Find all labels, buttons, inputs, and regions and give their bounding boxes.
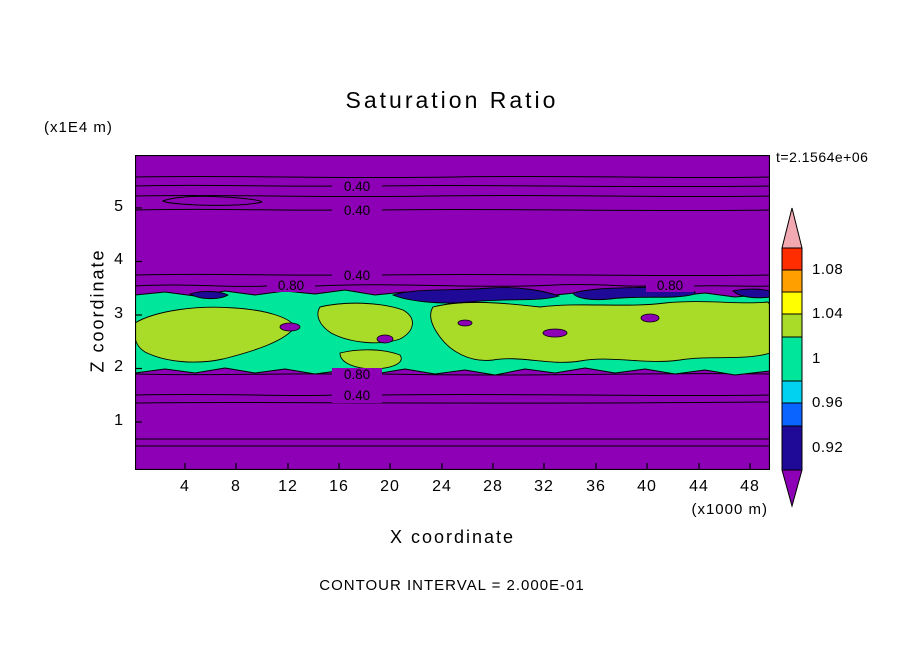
contour-label: 0.40 xyxy=(344,268,370,283)
colorbar-bottom-arrow xyxy=(782,470,802,506)
x-tick-label: 36 xyxy=(586,478,606,495)
purple-spots-in-band xyxy=(279,313,660,344)
y-tick-label: 1 xyxy=(114,412,124,429)
colorbar xyxy=(781,207,803,508)
colorbar-tick-label: 0.92 xyxy=(812,439,844,456)
x-tick-label: 32 xyxy=(534,478,554,495)
axis-ticks xyxy=(135,207,751,470)
x-tick-label: 40 xyxy=(637,478,657,495)
x-axis-tick-labels: 4 8 12 16 20 24 28 32 36 40 44 48 xyxy=(135,478,770,498)
contour-label: 0.80 xyxy=(657,278,683,293)
contour-label: 0.80 xyxy=(278,278,304,293)
y-tick-label: 4 xyxy=(114,251,124,268)
plot-frame xyxy=(135,155,770,470)
low-saturation-patches-navy xyxy=(188,285,770,304)
high-saturation-blobs-yellowgreen xyxy=(135,301,770,370)
y-axis-title: Z coordinate xyxy=(87,248,108,373)
x-tick-label: 24 xyxy=(432,478,452,495)
colorbar-tick-label: 1 xyxy=(812,350,821,367)
colorbar-tick-label: 1.04 xyxy=(812,305,844,322)
contour-value-labels: 0.40 0.40 0.40 0.80 0.80 0.80 0.40 xyxy=(267,179,694,403)
colorbar-dividers xyxy=(782,247,802,471)
contour-label: 0.40 xyxy=(344,179,370,194)
x-tick-label: 12 xyxy=(278,478,298,495)
colorbar-outline xyxy=(781,207,803,508)
contour-interval-label: CONTOUR INTERVAL = 2.000E-01 xyxy=(319,577,585,594)
x-axis-title: X coordinate xyxy=(389,527,516,547)
colorbar-top-arrow xyxy=(782,208,802,248)
contour-label: 0.80 xyxy=(344,367,370,382)
colorbar-tick-label: 1.08 xyxy=(812,261,844,278)
y-tick-label: 2 xyxy=(114,358,124,375)
contour-plot: 0.40 0.40 0.40 0.80 0.80 0.80 0.40 xyxy=(135,155,770,470)
x-tick-label: 20 xyxy=(380,478,400,495)
time-annotation: t=2.1564e+06 xyxy=(776,149,869,165)
x-axis-units-label: (x1000 m) xyxy=(691,501,768,518)
x-tick-label: 44 xyxy=(689,478,709,495)
y-tick-label: 3 xyxy=(114,305,124,322)
colorbar-tick-label: 0.96 xyxy=(812,394,844,411)
contour-label: 0.40 xyxy=(344,388,370,403)
y-tick-label: 5 xyxy=(114,198,124,215)
colorbar-segments xyxy=(782,248,802,470)
chart-title: Saturation Ratio xyxy=(345,87,559,113)
x-tick-label: 4 xyxy=(180,478,190,495)
x-tick-label: 48 xyxy=(740,478,760,495)
y-axis-units-label: (x1E4 m) xyxy=(44,119,113,136)
x-tick-label: 16 xyxy=(329,478,349,495)
contour-label: 0.40 xyxy=(344,203,370,218)
x-tick-label: 8 xyxy=(231,478,241,495)
x-tick-label: 28 xyxy=(483,478,503,495)
